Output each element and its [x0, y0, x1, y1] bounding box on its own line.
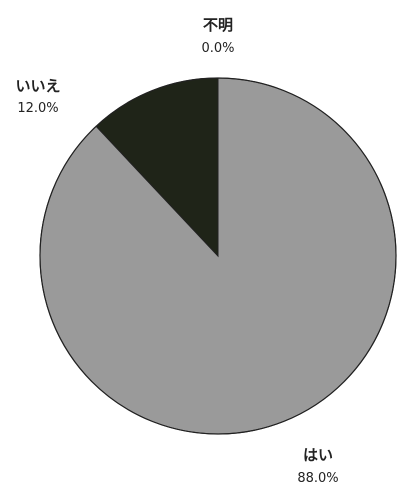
slice-label-yes: はい [303, 446, 333, 464]
pie-slices [39, 77, 397, 435]
slice-value-no: 12.0% [17, 101, 58, 116]
slice-label-no: いいえ [15, 77, 60, 95]
slice-label-unknown: 不明 [203, 16, 233, 34]
pie-outline [39, 77, 397, 435]
slice-value-unknown: 0.0% [201, 41, 234, 56]
slice-value-yes: 88.0% [297, 471, 338, 486]
